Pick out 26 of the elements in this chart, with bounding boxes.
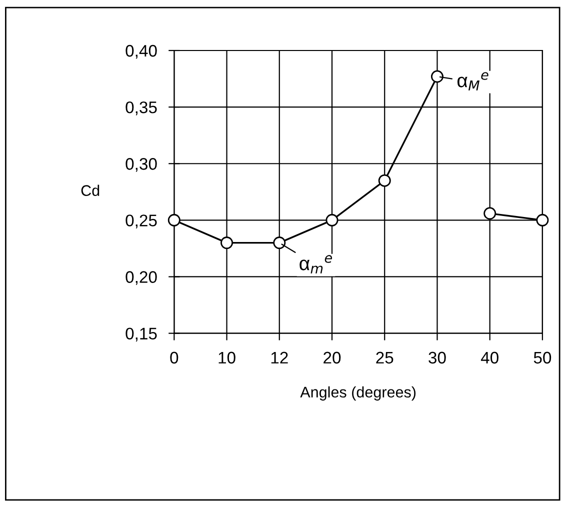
y-tick-label: 0,15 — [126, 328, 157, 342]
y-tick-label: 0,25 — [126, 214, 157, 228]
y-tick-label: 0,20 — [126, 271, 157, 285]
x-tick-label: 25 — [376, 352, 394, 364]
annotation: α$_{m}$$^{e}$ — [300, 255, 332, 274]
x-axis-title: Angles (degrees) — [300, 386, 416, 401]
point — [326, 214, 338, 226]
point — [220, 236, 234, 250]
point — [168, 214, 180, 226]
point — [378, 174, 391, 187]
y-tick-label: 0,35 — [126, 101, 157, 116]
x-tick-label: 20 — [324, 352, 341, 364]
point — [484, 207, 496, 220]
y-tick-label: 0,40 — [126, 44, 157, 59]
x-tick-label: 12 — [271, 352, 288, 364]
point — [536, 214, 549, 226]
x-tick-label: 50 — [534, 352, 552, 364]
annotation: α$_{M}$$^{e}$ — [457, 72, 488, 90]
point — [430, 70, 444, 83]
x-tick-label: 30 — [428, 352, 446, 364]
point — [273, 236, 286, 250]
x-tick-label: 10 — [218, 352, 236, 364]
y-axis-title: Cd — [81, 184, 100, 196]
x-tick-label: 40 — [480, 352, 498, 364]
y-tick-label: 0,30 — [126, 158, 157, 172]
x-tick-label: 0 — [170, 352, 178, 364]
